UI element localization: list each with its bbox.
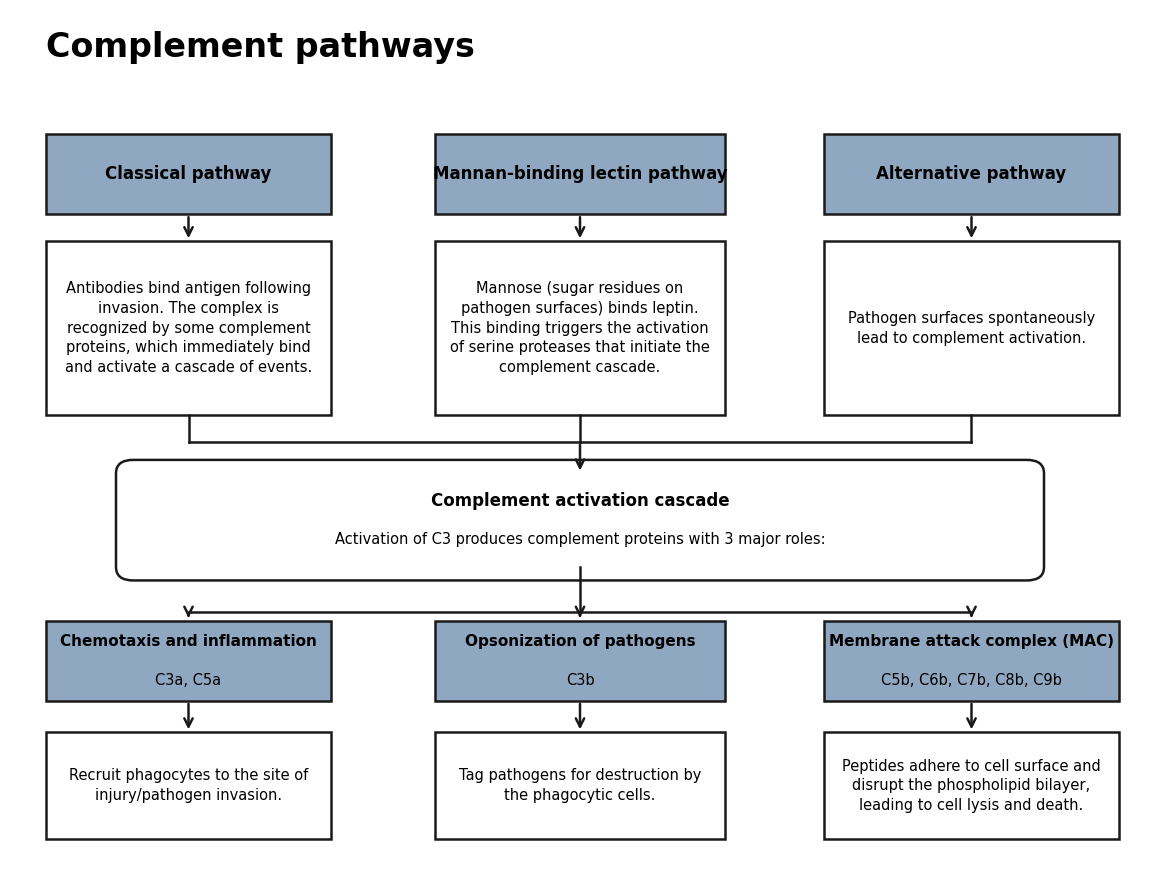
Text: C3b: C3b (566, 673, 594, 688)
Text: Alternative pathway: Alternative pathway (876, 165, 1067, 183)
FancyBboxPatch shape (46, 241, 331, 415)
Text: Mannan-binding lectin pathway: Mannan-binding lectin pathway (433, 165, 727, 183)
FancyBboxPatch shape (435, 621, 725, 701)
FancyBboxPatch shape (46, 732, 331, 839)
FancyBboxPatch shape (435, 732, 725, 839)
Text: C5b, C6b, C7b, C8b, C9b: C5b, C6b, C7b, C8b, C9b (882, 673, 1061, 688)
Text: Chemotaxis and inflammation: Chemotaxis and inflammation (60, 634, 317, 648)
FancyBboxPatch shape (824, 732, 1119, 839)
FancyBboxPatch shape (435, 241, 725, 415)
Text: C3a, C5a: C3a, C5a (155, 673, 222, 688)
Text: Pathogen surfaces spontaneously
lead to complement activation.: Pathogen surfaces spontaneously lead to … (848, 311, 1095, 346)
Text: Antibodies bind antigen following
invasion. The complex is
recognized by some co: Antibodies bind antigen following invasi… (65, 281, 312, 375)
Text: Complement pathways: Complement pathways (46, 31, 476, 64)
FancyBboxPatch shape (435, 134, 725, 214)
FancyBboxPatch shape (116, 460, 1044, 580)
Text: Tag pathogens for destruction by
the phagocytic cells.: Tag pathogens for destruction by the pha… (459, 769, 701, 803)
Text: Membrane attack complex (MAC): Membrane attack complex (MAC) (829, 634, 1114, 648)
Text: Complement activation cascade: Complement activation cascade (430, 491, 730, 510)
FancyBboxPatch shape (46, 134, 331, 214)
Text: Peptides adhere to cell surface and
disrupt the phospholipid bilayer,
leading to: Peptides adhere to cell surface and disr… (842, 758, 1101, 814)
Text: Mannose (sugar residues on
pathogen surfaces) binds leptin.
This binding trigger: Mannose (sugar residues on pathogen surf… (450, 281, 710, 375)
Text: Classical pathway: Classical pathway (106, 165, 271, 183)
Text: Activation of C3 produces complement proteins with 3 major roles:: Activation of C3 produces complement pro… (335, 532, 825, 547)
FancyBboxPatch shape (824, 134, 1119, 214)
FancyBboxPatch shape (46, 621, 331, 701)
Text: Recruit phagocytes to the site of
injury/pathogen invasion.: Recruit phagocytes to the site of injury… (68, 769, 309, 803)
FancyBboxPatch shape (824, 621, 1119, 701)
Text: Opsonization of pathogens: Opsonization of pathogens (465, 634, 695, 648)
FancyBboxPatch shape (824, 241, 1119, 415)
